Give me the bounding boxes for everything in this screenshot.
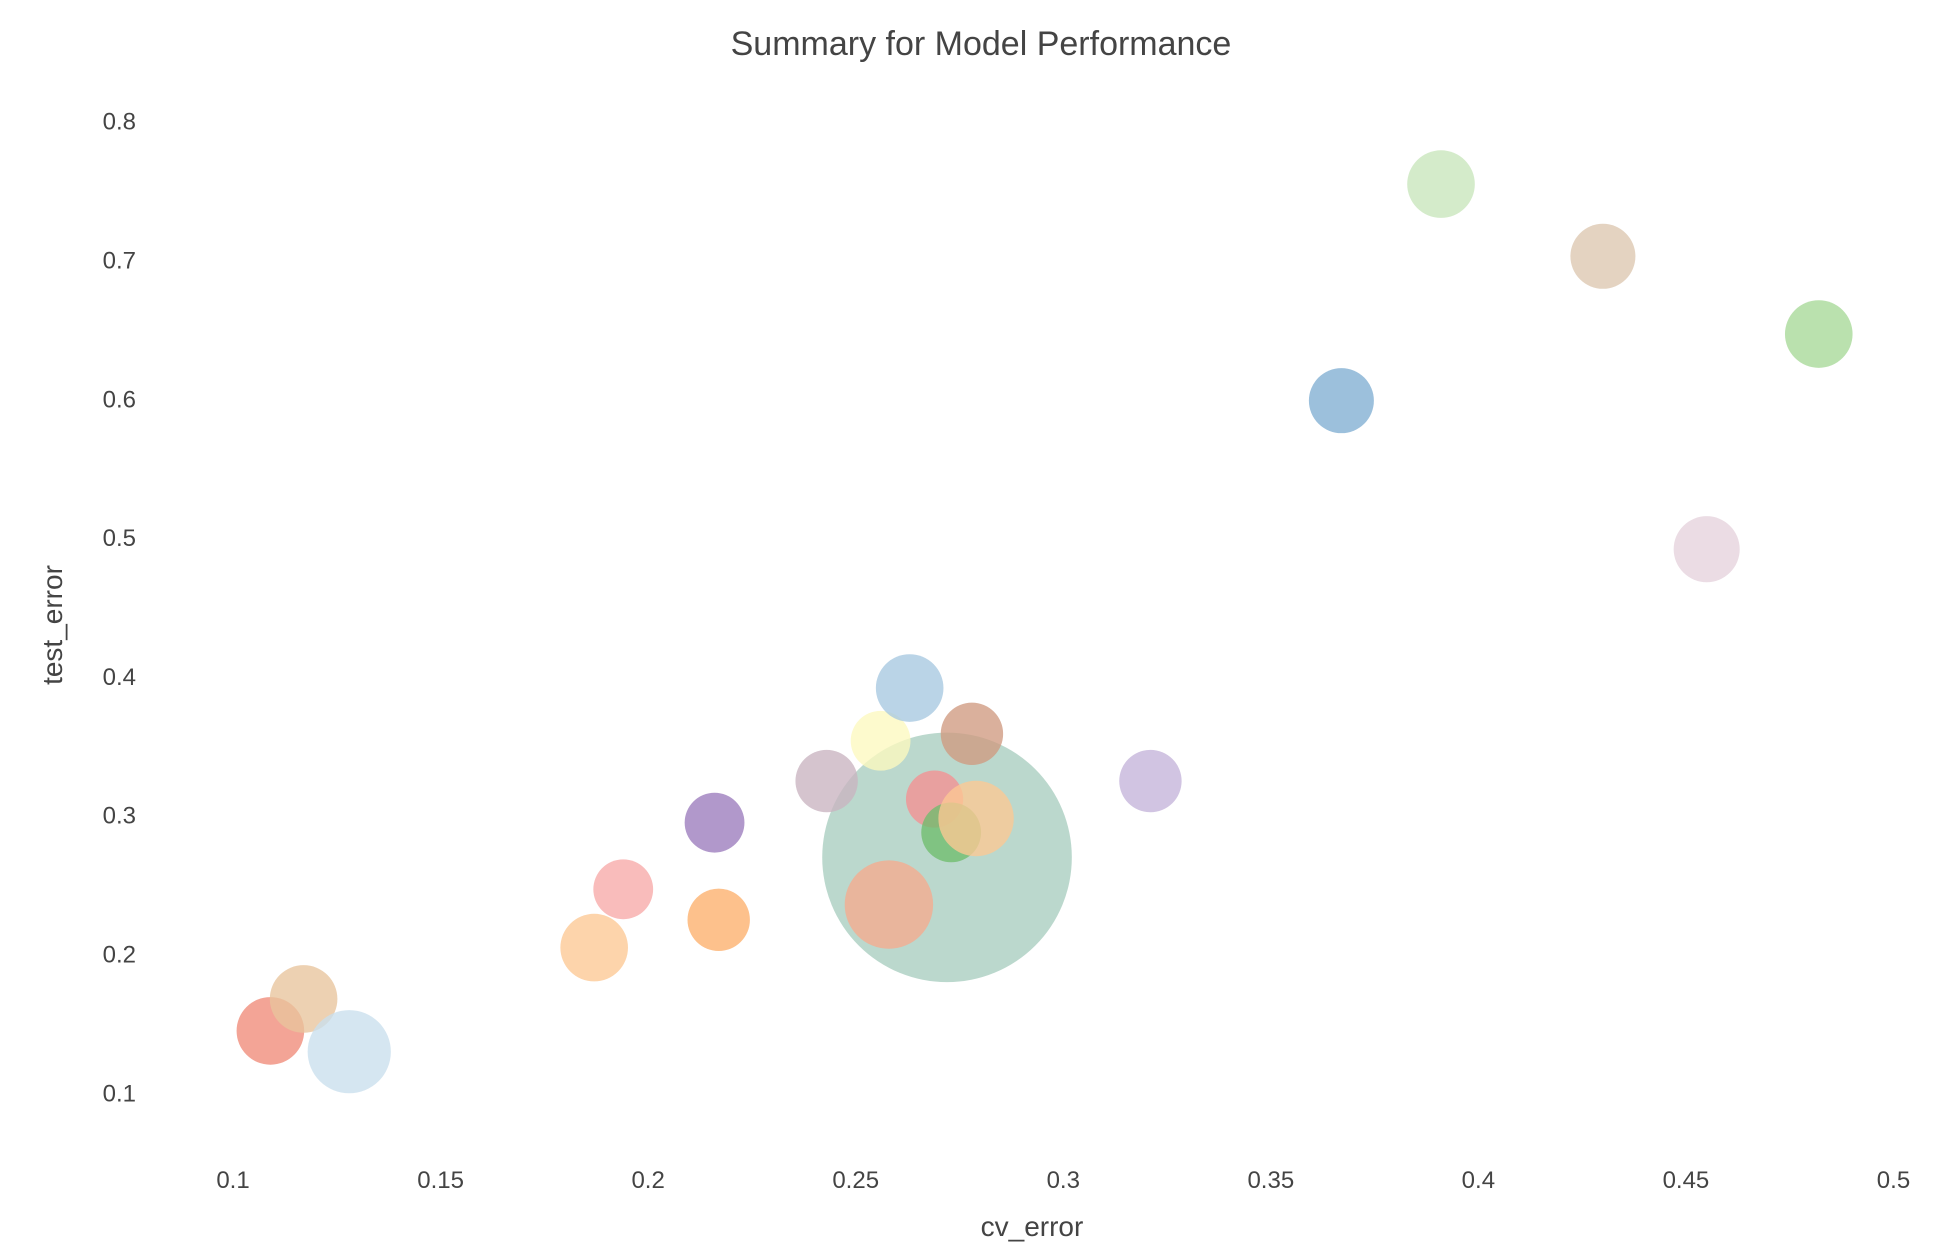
y-tick-label: 0.4 xyxy=(103,664,136,691)
y-tick-label: 0.2 xyxy=(103,942,136,969)
x-tick-label: 0.3 xyxy=(1047,1167,1080,1194)
bubble-point-6[interactable] xyxy=(593,859,654,920)
x-tick-label: 0.4 xyxy=(1462,1167,1495,1194)
bubble-point-17[interactable] xyxy=(1119,749,1182,813)
y-tick-label: 0.1 xyxy=(103,1080,136,1107)
x-tick-label: 0.45 xyxy=(1663,1167,1710,1194)
x-tick-label: 0.15 xyxy=(417,1167,464,1194)
y-tick-label: 0.7 xyxy=(103,247,136,274)
bubble-point-20[interactable] xyxy=(1570,223,1636,289)
bubble-point-11[interactable] xyxy=(844,860,934,949)
bubble-point-19[interactable] xyxy=(1407,150,1475,218)
y-axis-title: test_error xyxy=(37,565,68,685)
y-tick-label: 0.5 xyxy=(103,525,136,552)
y-axis-ticks: 0.1 0.2 0.3 0.4 0.5 0.6 0.7 0.8 xyxy=(103,109,136,1108)
bubble-point-22[interactable] xyxy=(1784,300,1853,368)
x-tick-label: 0.5 xyxy=(1877,1167,1910,1194)
bubble-point-3[interactable] xyxy=(269,965,338,1033)
bubble-point-9[interactable] xyxy=(795,749,858,813)
x-tick-label: 0.35 xyxy=(1247,1167,1294,1194)
bubble-point-15[interactable] xyxy=(938,780,1014,857)
y-tick-label: 0.8 xyxy=(103,109,136,136)
x-axis-title: cv_error xyxy=(981,1211,1084,1242)
plot-area xyxy=(236,150,1853,1094)
x-axis-ticks: 0.1 0.15 0.2 0.25 0.3 0.35 0.4 0.45 0.5 xyxy=(216,1167,1910,1194)
bubble-point-5[interactable] xyxy=(560,913,628,982)
bubble-point-10[interactable] xyxy=(850,710,911,771)
x-tick-label: 0.25 xyxy=(832,1167,879,1194)
x-tick-label: 0.1 xyxy=(216,1167,249,1194)
bubble-point-4[interactable] xyxy=(307,1010,391,1094)
bubble-point-7[interactable] xyxy=(684,792,745,853)
y-tick-label: 0.6 xyxy=(103,386,136,413)
bubble-point-16[interactable] xyxy=(940,702,1004,766)
bubble-point-18[interactable] xyxy=(1308,368,1374,434)
chart-title: Summary for Model Performance xyxy=(731,25,1232,63)
y-tick-label: 0.3 xyxy=(103,803,136,830)
bubble-point-8[interactable] xyxy=(687,888,750,952)
bubble-point-12[interactable] xyxy=(875,654,944,722)
x-tick-label: 0.2 xyxy=(631,1167,664,1194)
bubble-point-21[interactable] xyxy=(1673,516,1740,583)
